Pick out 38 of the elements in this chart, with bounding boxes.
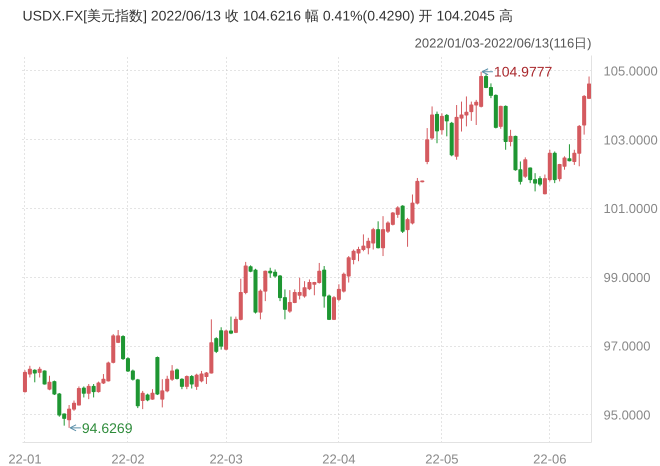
- x-tick-label: 22-06: [533, 452, 566, 466]
- candlestick: [444, 113, 449, 137]
- candlestick: [38, 366, 42, 378]
- x-tick-label: 22-04: [322, 452, 356, 466]
- candlestick: [498, 105, 503, 130]
- candlestick: [92, 384, 96, 398]
- candlestick: [82, 386, 86, 398]
- y-tick-label: 105.0000: [604, 63, 658, 78]
- candlestick: [508, 129, 513, 147]
- annotation: 94.6269: [82, 420, 133, 436]
- x-tick-label: 22-03: [209, 452, 243, 466]
- candlestick: [150, 388, 155, 400]
- candlestick: [228, 316, 233, 335]
- chart-title: USDX.FX[美元指数] 2022/06/13 收 104.6216 幅 0.41%(0.4290) 开 104.2045 高: [22, 8, 513, 24]
- candlestick: [224, 329, 228, 351]
- y-tick-label: 95.0000: [604, 407, 650, 422]
- candlestick: [523, 156, 528, 178]
- candlestick: [440, 112, 444, 136]
- candlestick: [376, 220, 380, 249]
- candlestick: [47, 375, 52, 391]
- candlestick: [430, 106, 434, 140]
- candlestick: [567, 144, 572, 162]
- candlestick: [190, 374, 194, 389]
- y-tick-label: 101.0000: [604, 201, 658, 216]
- annotation: 104.9777: [494, 64, 553, 80]
- x-tick-label: 22-01: [8, 452, 42, 466]
- y-tick-label: 103.0000: [604, 132, 658, 148]
- candlestick: [184, 374, 189, 390]
- x-tick-label: 22-02: [111, 452, 145, 466]
- chart-subtitle: 2022/01/03-2022/06/13(116日): [414, 36, 592, 50]
- x-tick-label: 22-05: [425, 452, 459, 466]
- y-tick-label: 99.0000: [604, 270, 650, 285]
- candlestick: [140, 390, 145, 410]
- candlestick: [32, 368, 37, 383]
- candlestick: [86, 384, 91, 400]
- y-tick-label: 97.0000: [604, 338, 650, 354]
- candlestick: [425, 128, 430, 165]
- candlestick: [434, 111, 440, 144]
